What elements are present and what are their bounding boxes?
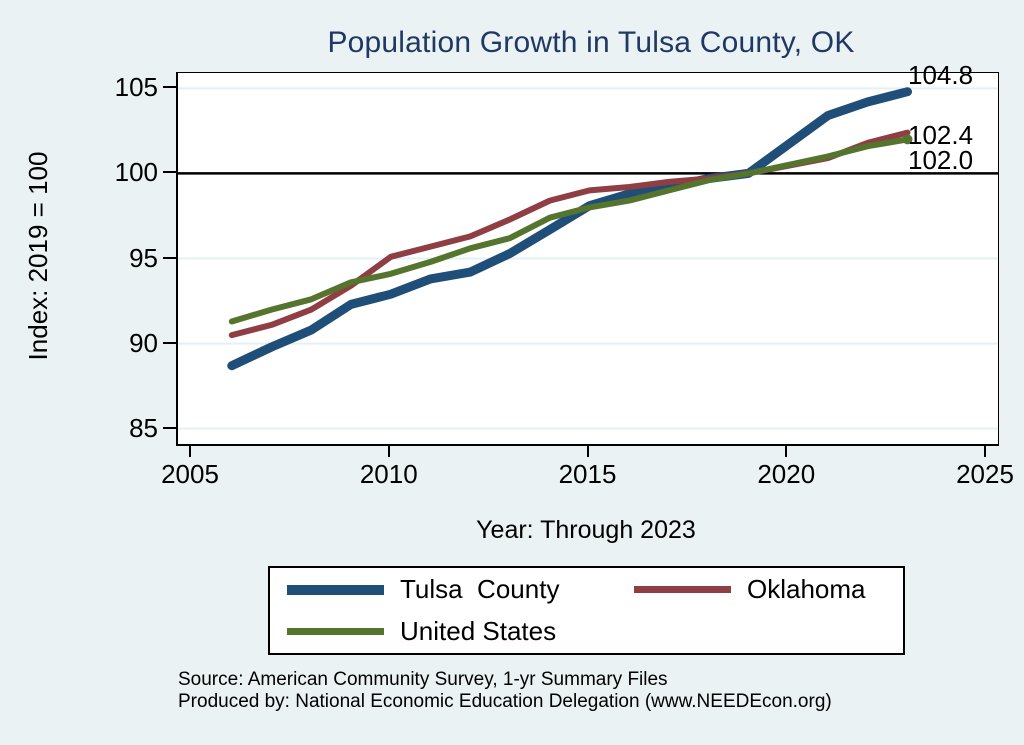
legend-label-oklahoma: Oklahoma: [747, 574, 866, 604]
x-tick-2005: [189, 445, 191, 457]
end-label-tulsa-county: 104.8: [908, 60, 974, 90]
plot-area: [176, 72, 999, 446]
legend-swatch-oklahoma: [634, 586, 731, 593]
x-tick-2020: [785, 445, 788, 457]
chart-title: Population Growth in Tulsa County, OK: [327, 26, 855, 59]
line-united-states: [228, 136, 911, 325]
y-tick-label-90: 90: [129, 327, 158, 358]
legend-label-united-states: United States: [400, 616, 557, 646]
y-axis-title: Index: 2019 = 100: [23, 151, 53, 361]
legend-box: Tulsa County Oklahoma United States: [268, 566, 905, 655]
end-label-oklahoma: 102.4: [908, 120, 974, 150]
x-tick-label-2005: 2005: [161, 459, 219, 489]
legend-swatch-united-states: [287, 628, 384, 635]
series-plot-svg: [178, 87, 998, 430]
y-tick-100: [163, 171, 176, 174]
line-tulsa-county: [227, 87, 912, 371]
y-tick-label-100: 100: [114, 157, 158, 188]
legend-swatch-tulsa-county: [287, 584, 384, 595]
legend-label-tulsa-county: Tulsa County: [400, 574, 560, 604]
x-tick-label-2010: 2010: [359, 459, 418, 489]
x-axis-title: Year: Through 2023: [476, 516, 696, 544]
end-marker-united-states: [902, 134, 913, 145]
y-tick-label-95: 95: [129, 242, 158, 273]
y-tick-85: [163, 426, 176, 429]
y-tick-90: [163, 341, 176, 344]
x-tick-2025: [984, 445, 986, 457]
end-label-united-states: 102.0: [908, 145, 974, 175]
x-tick-label-2020: 2020: [757, 459, 816, 489]
y-tick-95: [163, 256, 176, 259]
x-tick-label-2015: 2015: [558, 459, 617, 489]
source-note: Source: American Community Survey, 1-yr …: [178, 669, 832, 713]
y-tick-label-85: 85: [129, 412, 158, 443]
source-note-line1: Source: American Community Survey, 1-yr …: [178, 669, 668, 690]
y-tick-label-105: 105: [114, 72, 158, 103]
source-note-line2: Produced by: National Economic Education…: [178, 691, 832, 712]
legend-item-oklahoma: Oklahoma: [634, 569, 866, 611]
y-tick-105: [163, 86, 176, 89]
x-tick-label-2025: 2025: [956, 459, 1014, 489]
x-tick-2010: [387, 445, 390, 457]
x-tick-2015: [586, 445, 589, 457]
legend-item-tulsa-county: Tulsa County: [287, 569, 634, 611]
legend-item-united-states: United States: [287, 611, 634, 653]
